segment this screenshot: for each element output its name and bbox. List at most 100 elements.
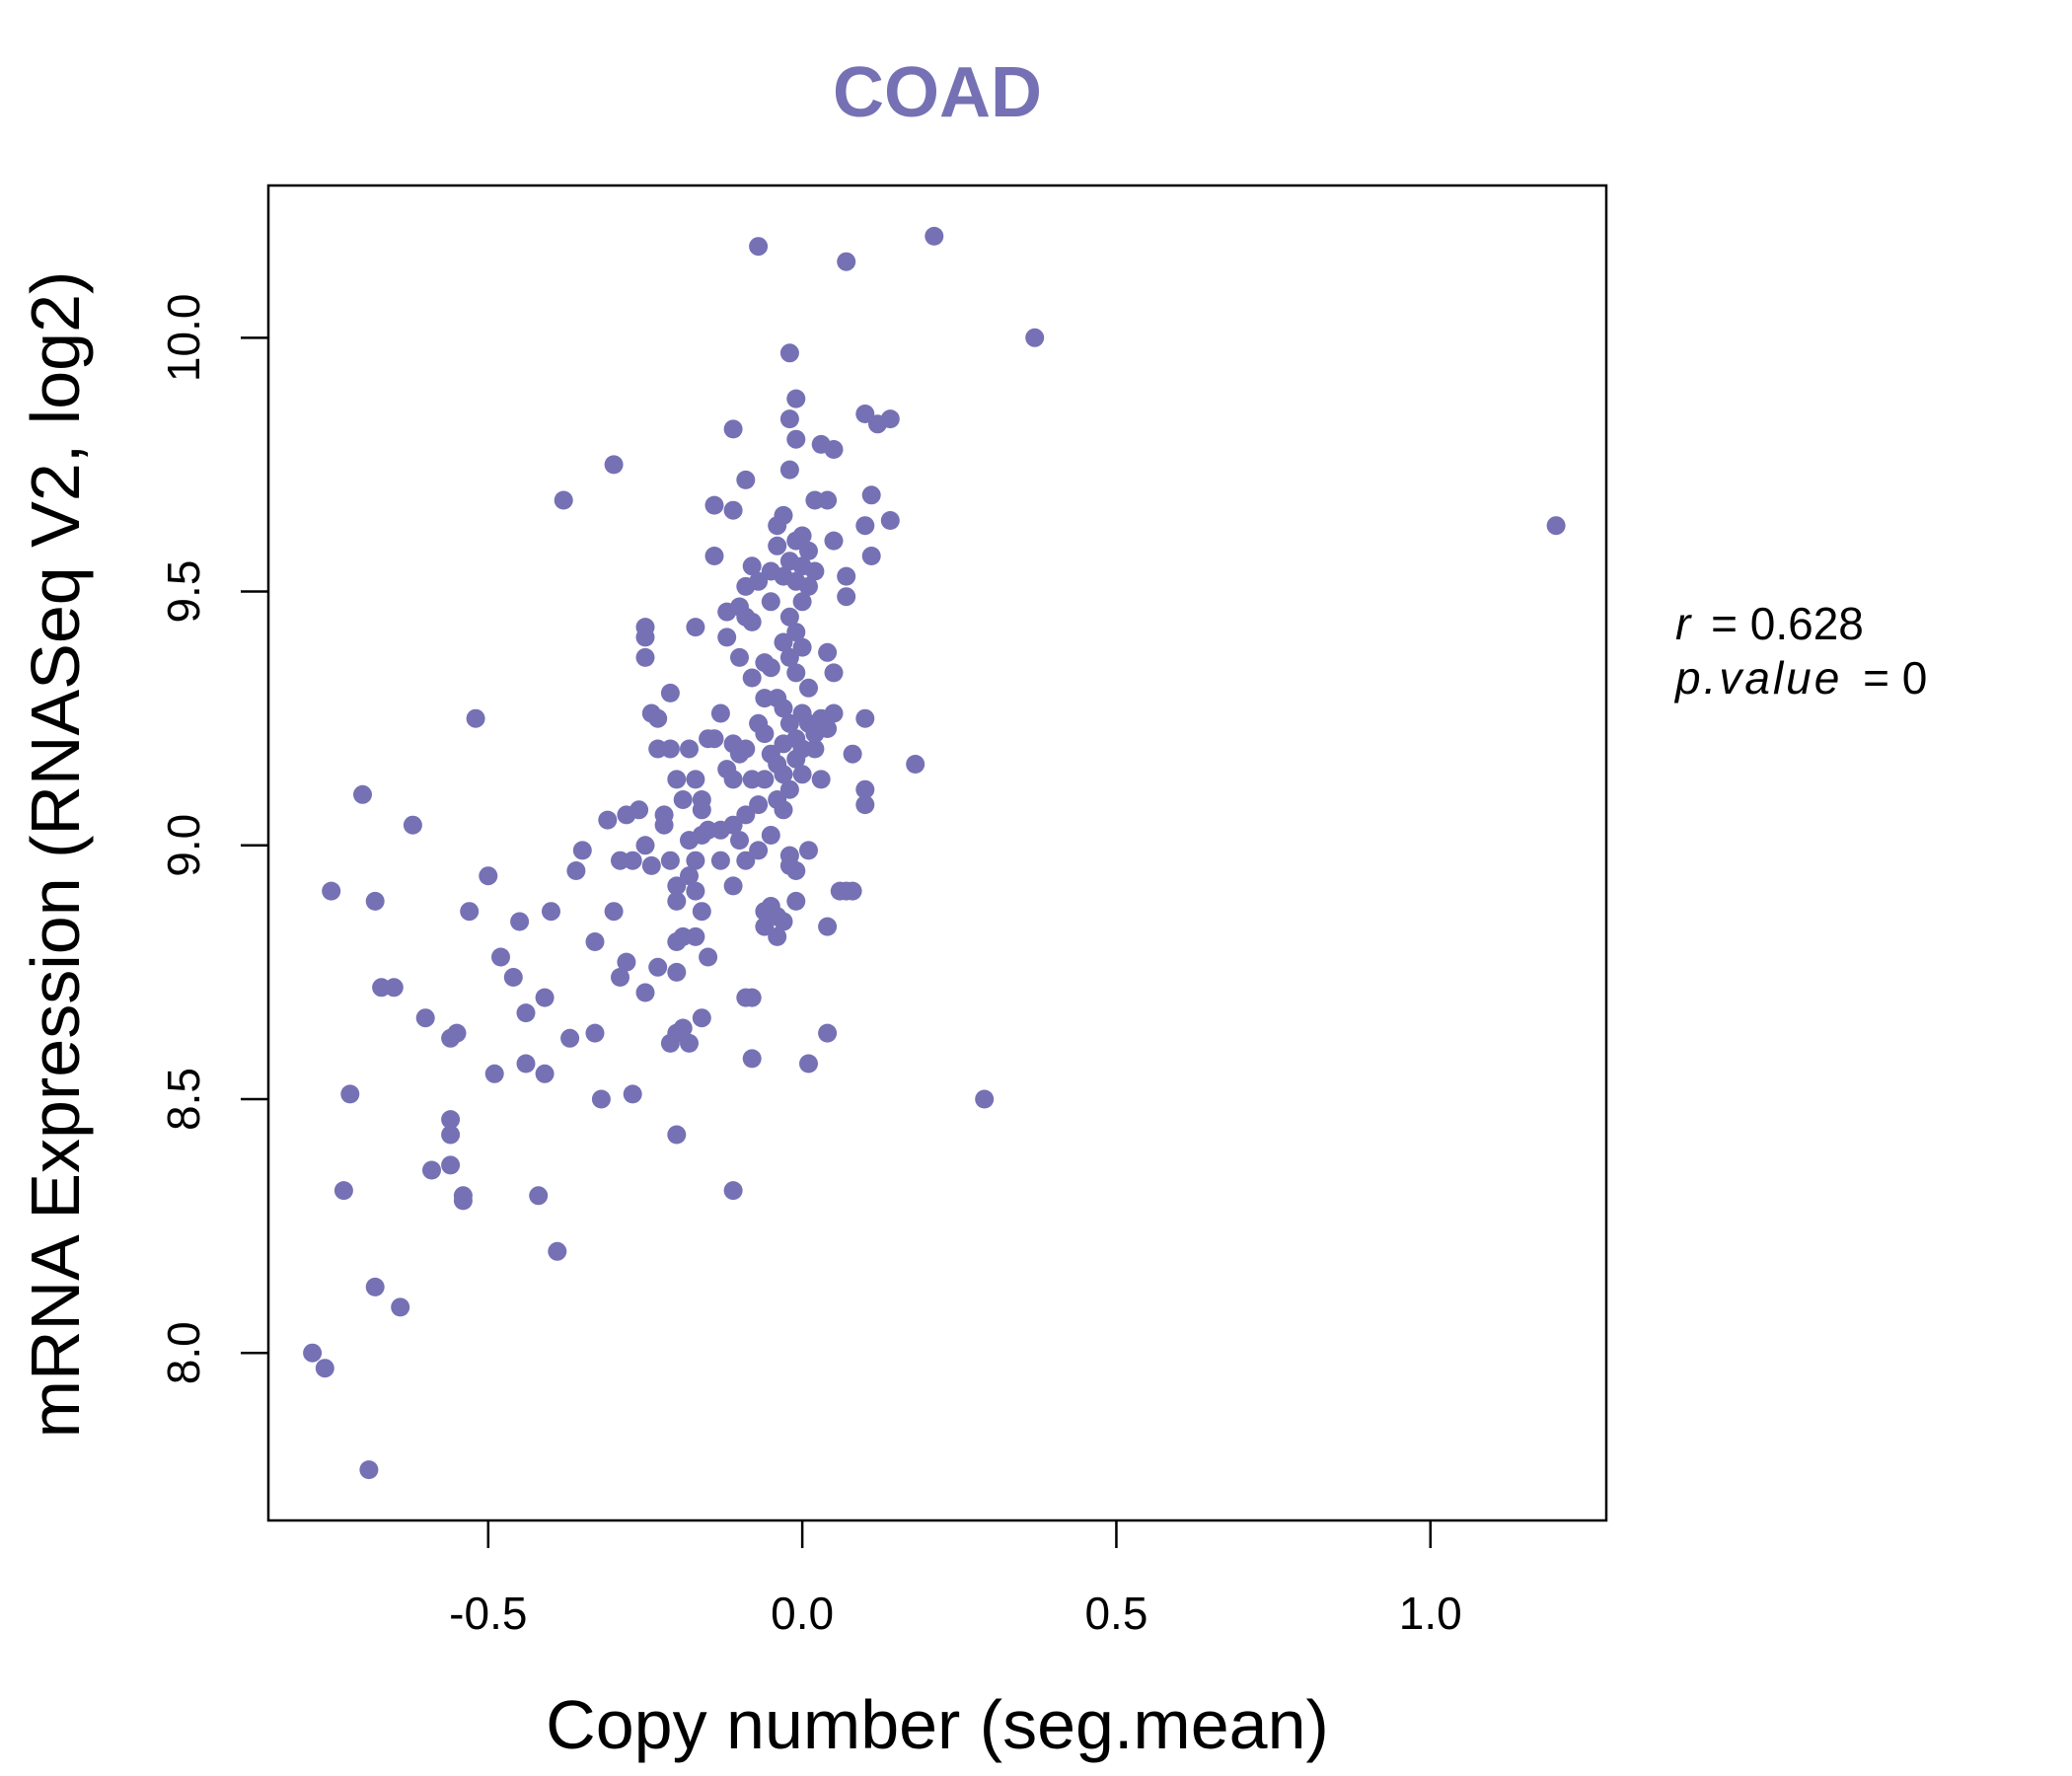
data-point [761,658,780,678]
x-tick-label: -0.5 [449,1588,527,1639]
data-point [779,779,799,799]
data-point [774,699,793,718]
data-point [774,632,793,652]
data-point [723,815,743,835]
data-point [585,1023,605,1043]
data-point [786,623,806,642]
data-point [768,926,787,946]
data-point [686,881,705,901]
data-point [792,526,812,546]
y-axis-label: mRNA Expression (RNASeq V2, log2) [17,271,94,1439]
data-point [598,810,618,830]
data-point [648,708,668,728]
data-point [818,917,838,936]
data-point [799,1054,818,1073]
data-point [774,912,793,931]
data-point [723,770,743,789]
data-point [566,861,586,880]
data-point [516,1054,536,1073]
data-point [749,237,769,257]
data-point [384,978,404,998]
data-point [710,851,730,870]
data-point [742,668,762,688]
data-point [792,592,812,612]
stats-annotation: r = 0.628 p.value = 0 [1673,598,1927,703]
data-point [837,252,856,271]
data-point [805,561,825,581]
data-point [591,1089,611,1109]
data-point [554,490,573,510]
data-point [855,405,875,423]
data-point [861,485,881,505]
data-point [667,876,687,896]
y-tick-label: 9.5 [158,560,209,624]
data-point [535,1064,555,1083]
data-point [736,851,756,870]
data-point [824,531,844,551]
data-point [303,1343,323,1363]
data-point [441,1125,461,1145]
data-point [667,962,687,982]
data-point [704,547,724,565]
data-point [441,1110,461,1130]
data-point [779,409,799,429]
data-point [365,891,385,911]
data-point [635,836,655,855]
data-point [786,429,806,449]
data-point [742,1049,762,1069]
data-point [749,795,769,815]
data-point [723,1181,743,1201]
data-point [629,800,649,820]
data-point [749,841,769,860]
data-point [799,841,818,860]
data-point [1025,328,1045,347]
data-point [704,495,724,515]
data-point [774,505,793,525]
chart-title: COAD [833,53,1042,132]
data-point [484,1064,504,1083]
data-point [667,891,687,911]
p-value: 0 [1902,652,1928,703]
data-point [768,536,787,555]
data-point [604,902,624,922]
data-point [623,851,642,870]
data-point [818,642,838,662]
data-point [353,784,372,804]
data-point [692,902,711,922]
data-point [880,511,900,530]
data-point [975,1089,995,1109]
data-point [755,770,775,789]
data-point [799,678,818,698]
data-point [861,547,881,565]
data-point [686,851,705,870]
y-tick-label: 9.0 [158,814,209,877]
data-point [686,618,705,637]
data-point [699,947,718,967]
data-point [641,855,661,875]
data-point [359,1460,379,1480]
p-stat: p.value = 0 [1673,652,1927,703]
data-point [391,1297,410,1317]
data-point [704,729,724,749]
y-tick-label: 10.0 [158,294,209,383]
data-point [692,800,711,820]
data-point [635,618,655,637]
data-point [447,1023,467,1043]
data-point [805,739,825,759]
data-point [322,881,341,901]
data-point [660,683,680,703]
data-point [572,841,592,860]
data-point [460,902,480,922]
data-point [340,1084,360,1104]
data-point [742,988,762,1007]
data-point [779,607,799,627]
data-point [824,663,844,683]
data-point [755,724,775,744]
data-point [635,983,655,1002]
x-tick-label: 0.0 [771,1588,834,1639]
data-point [811,770,831,789]
data-point [761,826,780,845]
points-layer [303,226,1566,1480]
data-point [736,470,756,489]
data-point [792,637,812,657]
